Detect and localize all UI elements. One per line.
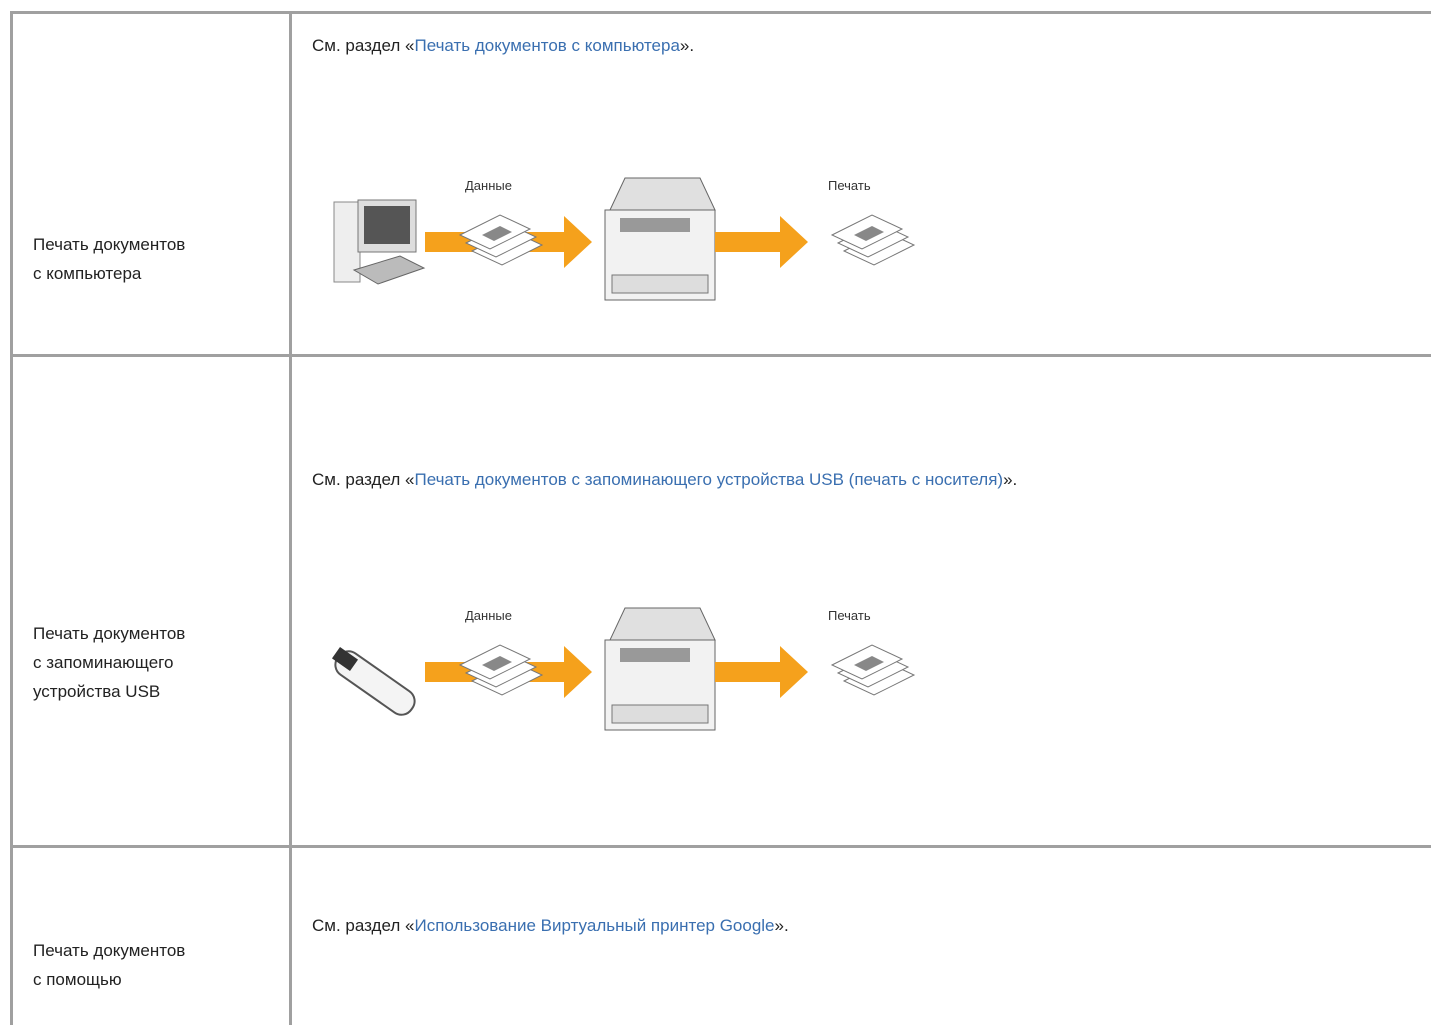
reference: См. раздел «Печать документов с компьюте… [312, 36, 694, 56]
border [10, 11, 1431, 14]
reference-suffix: ». [774, 916, 789, 935]
reference-prefix: См. раздел « [312, 36, 415, 55]
reference-prefix: См. раздел « [312, 916, 415, 935]
row-label: Печать документов с запоминающего устройст… [33, 619, 185, 706]
keyboard [352, 255, 426, 285]
label-line: Печать документов [33, 235, 186, 254]
source-label: Данные [465, 178, 512, 193]
output-label: Печать [828, 608, 871, 623]
diagram: Данные Печать [331, 607, 916, 731]
paper-print [482, 656, 512, 671]
label-line: устройства USB [33, 682, 161, 701]
printer-top [609, 607, 716, 641]
label-line: Печать документов [33, 941, 186, 960]
border [10, 11, 13, 1025]
arrow [715, 646, 808, 698]
printer-panel [620, 648, 690, 662]
reference-suffix: ». [679, 36, 695, 55]
printer-tray [611, 704, 709, 724]
reference-suffix: ». [1003, 470, 1018, 489]
border [10, 354, 1431, 357]
label-line: Печать документов [33, 624, 186, 643]
pc-tower [333, 201, 361, 283]
reference-link[interactable]: Использование Виртуальный принтер Google [414, 916, 775, 935]
printer-panel [620, 218, 690, 232]
reference-link[interactable]: Печать документов с компьютера [414, 36, 680, 55]
paper-print [482, 226, 512, 241]
output-label: Печать [828, 178, 871, 193]
reference-link[interactable]: Печать документов с запоминающего устрой… [414, 470, 1004, 489]
screen [364, 206, 410, 244]
reference-prefix: См. раздел « [312, 470, 415, 489]
reference: См. раздел «Печать документов с запомина… [312, 470, 1017, 490]
printer-tray [611, 274, 709, 294]
source-label: Данные [465, 608, 512, 623]
border [289, 11, 292, 1025]
printer-top [609, 177, 716, 211]
row-label: Печать документов с помощью [33, 936, 185, 994]
paper-print [854, 226, 884, 241]
arrow [715, 216, 808, 268]
usb-plug [331, 646, 359, 672]
border [10, 845, 1431, 848]
label-line: с запоминающего [33, 653, 174, 672]
label-line: с компьютера [33, 264, 142, 283]
paper-print [854, 656, 884, 671]
row-label: Печать документов с компьютера [33, 230, 185, 288]
diagram: Данные Печать [333, 177, 916, 301]
label-line: с помощью [33, 970, 122, 989]
reference: См. раздел «Использование Виртуальный пр… [312, 916, 789, 936]
